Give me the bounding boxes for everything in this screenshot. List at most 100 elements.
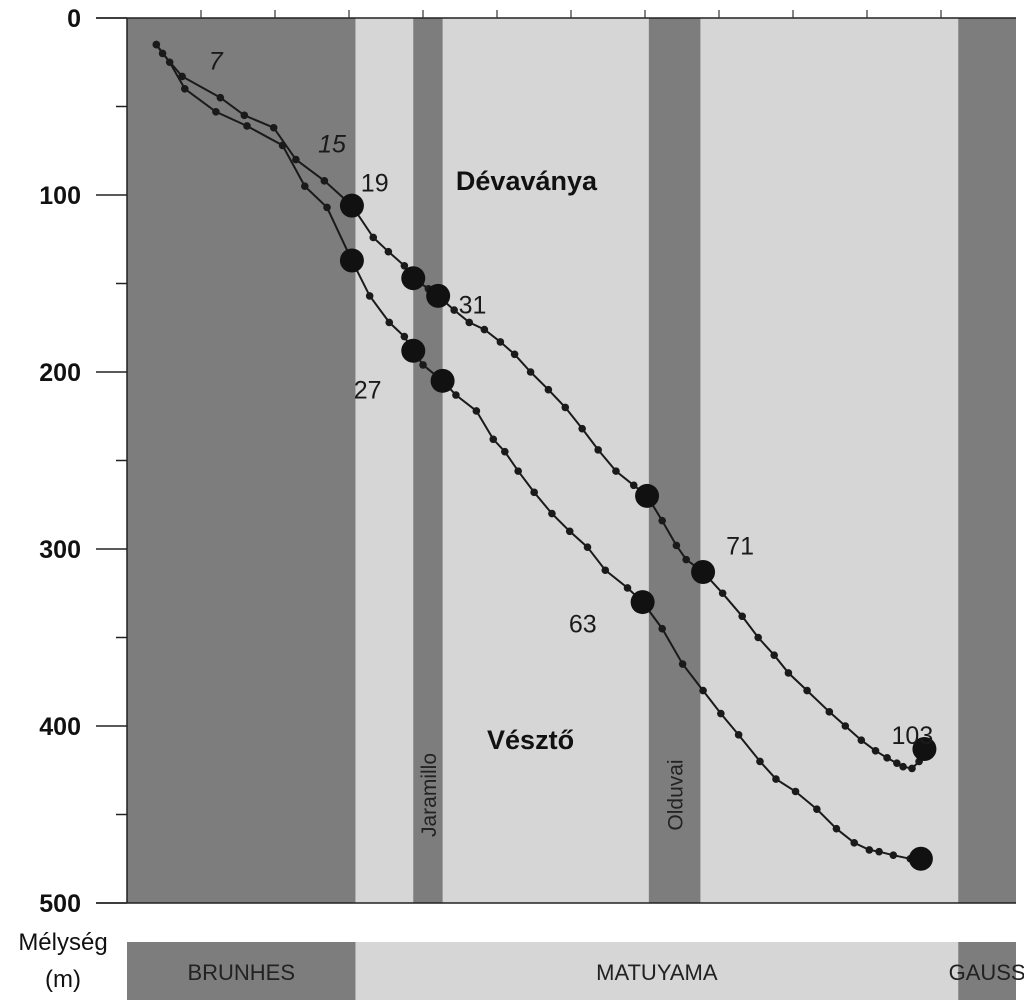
matuyama-epoch [355, 942, 959, 1000]
polarity-band-4 [958, 18, 1016, 903]
y-tick-label: 300 [39, 536, 81, 564]
series-1-point [754, 633, 762, 642]
series-1-point [292, 155, 300, 164]
y-tick-label: 0 [67, 5, 81, 33]
series-2-point [623, 584, 632, 592]
series-1-point [899, 762, 907, 771]
y-tick-label: 200 [39, 359, 81, 387]
series-1-point [718, 589, 727, 598]
jaramillo-band [413, 18, 443, 903]
series-1-point [480, 325, 489, 334]
series-2-point [678, 660, 687, 668]
brunhes-epoch-label: BRUNHES [187, 960, 295, 985]
gauss-epoch-label: GAUSS [949, 960, 1024, 985]
series-2-point [699, 686, 707, 695]
series-1-point [216, 93, 225, 102]
series-2-point [452, 391, 460, 399]
series-2-point [850, 839, 859, 847]
series-1-marker [635, 483, 660, 508]
series-1-point [369, 233, 378, 242]
olduvai-band [648, 18, 701, 903]
series-1-point [871, 746, 880, 755]
series-2-point [889, 851, 898, 860]
series-1-point [510, 350, 519, 359]
series-2-point [601, 566, 610, 575]
series-2-point [772, 775, 780, 783]
brunhes-epoch [127, 942, 356, 1000]
series-1-marker [691, 560, 716, 585]
series-2-name: Vésztő [487, 725, 574, 755]
series-1-point [658, 516, 666, 525]
series-1-point [384, 247, 393, 256]
series-1-point [612, 467, 620, 475]
polarity-bands: Jaramillo Olduvai [127, 18, 1016, 903]
polarity-band-0 [127, 18, 356, 903]
series-1-point [857, 736, 866, 744]
series-2-point [365, 292, 374, 300]
series-2-point [278, 141, 287, 150]
series-2-point [565, 527, 574, 536]
series-1-point [526, 368, 535, 376]
chart-labels: 7 15 19 27 31 63 71 103 [209, 47, 933, 749]
age-label: 71 [726, 532, 754, 560]
series-2-marker [430, 368, 455, 393]
series-2-point [548, 509, 556, 518]
series-1-point [465, 318, 474, 327]
y-tick-label: 400 [39, 713, 81, 741]
axes: 0 100 200 300 400 500 Mélység (m) [18, 5, 1016, 993]
series-2-point [212, 108, 220, 116]
y-tick-label: 500 [39, 890, 81, 918]
series-2-point [791, 787, 800, 796]
series-1-point [240, 111, 249, 120]
age-label: 7 [209, 47, 224, 75]
series-2-marker [401, 338, 426, 363]
series-2-marker [908, 846, 933, 871]
gauss-epoch [958, 942, 1016, 1000]
series-2-point [875, 847, 883, 856]
series-2-point [243, 122, 251, 130]
series-1-point [629, 481, 638, 490]
series-1-point [825, 708, 834, 716]
series-1-point [738, 612, 746, 621]
series-1-point [320, 177, 329, 185]
olduvai-label: Olduvai [665, 759, 688, 830]
y-tick-label: 100 [39, 182, 81, 210]
matuyama-epoch-label: MATUYAMA [596, 960, 718, 985]
age-label: 27 [354, 377, 382, 405]
series-1-point [594, 446, 602, 454]
series-2-point [400, 332, 409, 341]
series-1-point [908, 764, 916, 773]
series-2-point [658, 624, 666, 633]
series-1-marker [912, 737, 937, 762]
series-1-point [400, 262, 409, 270]
series-2-point [734, 731, 743, 739]
y-axis-title-line: Mélység [18, 929, 107, 956]
series-1-name: Dévaványa [456, 166, 598, 196]
series-1-point [450, 306, 458, 314]
series-2-point [583, 543, 592, 552]
series-2-point [501, 447, 509, 456]
series-1-marker [339, 193, 364, 218]
age-label: 31 [459, 292, 487, 320]
series-2-point [180, 85, 189, 93]
series-1-point [803, 686, 811, 695]
series-1-marker [401, 266, 426, 291]
series-2-point [813, 805, 821, 813]
series-2-point [301, 182, 309, 190]
series-2-point [419, 361, 427, 369]
series-layer: Dévaványa Vésztő [152, 40, 937, 871]
series-1-point [672, 541, 681, 550]
series-2-point [530, 488, 538, 497]
series-1-point [883, 754, 891, 762]
series-1-point [841, 722, 850, 730]
series-2-point [323, 203, 331, 212]
series-1-marker [426, 283, 451, 308]
jaramillo-label: Jaramillo [418, 753, 441, 837]
age-label: 63 [569, 610, 597, 638]
series-2-point [489, 435, 498, 444]
series-2-point [514, 467, 522, 475]
epoch-bar: BRUNHES MATUYAMA GAUSS [127, 942, 1024, 1000]
series-2-point [865, 846, 874, 854]
series-2-marker [339, 248, 364, 273]
